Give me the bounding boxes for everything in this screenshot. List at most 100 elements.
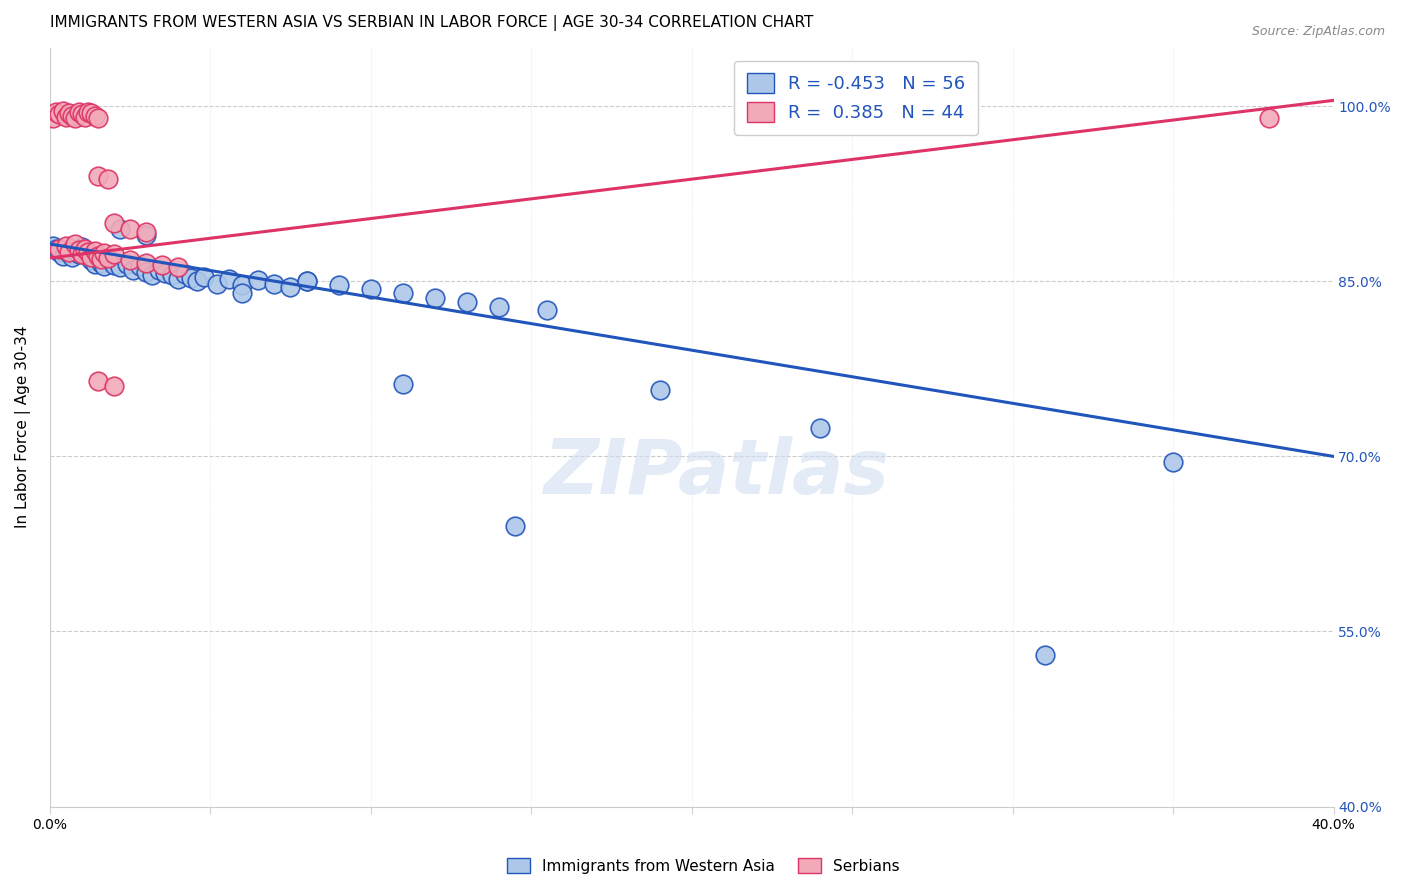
Point — [93, 259, 115, 273]
Point — [70, 107, 93, 121]
Point — [141, 268, 163, 283]
Point — [360, 283, 382, 297]
Point — [148, 262, 170, 277]
Point — [115, 257, 138, 271]
Point — [45, 105, 67, 120]
Point — [150, 258, 173, 272]
Point — [118, 253, 141, 268]
Point — [456, 295, 478, 310]
Point — [93, 246, 115, 260]
Point — [55, 243, 77, 257]
Point — [70, 247, 93, 261]
Point — [103, 247, 125, 261]
Point — [87, 249, 110, 263]
Point — [110, 260, 132, 275]
Point — [48, 107, 70, 121]
Point — [73, 110, 96, 124]
Point — [103, 216, 125, 230]
Point — [67, 105, 90, 120]
Point — [263, 277, 285, 291]
Point — [70, 240, 93, 254]
Point — [423, 291, 446, 305]
Point — [58, 245, 80, 260]
Point — [65, 236, 87, 251]
Point — [167, 260, 190, 275]
Point — [67, 243, 90, 257]
Point — [65, 244, 87, 258]
Point — [110, 221, 132, 235]
Point — [503, 519, 526, 533]
Point — [52, 103, 75, 118]
Point — [295, 274, 318, 288]
Point — [135, 227, 157, 242]
Text: IMMIGRANTS FROM WESTERN ASIA VS SERBIAN IN LABOR FORCE | AGE 30-34 CORRELATION C: IMMIGRANTS FROM WESTERN ASIA VS SERBIAN … — [49, 15, 813, 31]
Point — [67, 247, 90, 261]
Point — [42, 111, 65, 125]
Point — [1258, 111, 1281, 125]
Point — [180, 270, 202, 285]
Point — [118, 221, 141, 235]
Point — [48, 245, 70, 260]
Point — [58, 246, 80, 260]
Text: ZIPatlas: ZIPatlas — [544, 435, 890, 509]
Point — [83, 257, 105, 271]
Point — [77, 245, 100, 260]
Point — [90, 255, 112, 269]
Point — [1161, 455, 1184, 469]
Point — [55, 110, 77, 124]
Point — [55, 239, 77, 253]
Point — [73, 242, 96, 256]
Point — [193, 269, 215, 284]
Point — [83, 109, 105, 123]
Point — [231, 277, 253, 292]
Point — [205, 277, 228, 291]
Point — [103, 379, 125, 393]
Point — [536, 303, 558, 318]
Point — [80, 250, 103, 264]
Point — [648, 383, 671, 397]
Point — [96, 171, 118, 186]
Point — [247, 273, 270, 287]
Point — [186, 274, 208, 288]
Point — [73, 245, 96, 260]
Point — [295, 274, 318, 288]
Point — [96, 252, 118, 266]
Point — [1033, 648, 1056, 662]
Point — [103, 258, 125, 272]
Point — [45, 242, 67, 256]
Point — [808, 421, 831, 435]
Point — [280, 280, 302, 294]
Point — [135, 265, 157, 279]
Point — [87, 251, 110, 265]
Legend: R = -0.453   N = 56, R =  0.385   N = 44: R = -0.453 N = 56, R = 0.385 N = 44 — [734, 61, 977, 135]
Point — [128, 259, 150, 273]
Point — [231, 285, 253, 300]
Point — [52, 249, 75, 263]
Point — [80, 253, 103, 268]
Point — [60, 109, 83, 123]
Point — [77, 105, 100, 120]
Point — [58, 106, 80, 120]
Y-axis label: In Labor Force | Age 30-34: In Labor Force | Age 30-34 — [15, 326, 31, 528]
Point — [122, 262, 145, 277]
Point — [65, 111, 87, 125]
Point — [173, 268, 195, 282]
Point — [135, 255, 157, 269]
Point — [87, 374, 110, 388]
Text: Source: ZipAtlas.com: Source: ZipAtlas.com — [1251, 25, 1385, 38]
Point — [391, 285, 413, 300]
Point — [42, 239, 65, 253]
Point — [77, 249, 100, 263]
Point — [87, 111, 110, 125]
Point — [48, 242, 70, 256]
Point — [167, 272, 190, 286]
Point — [135, 225, 157, 239]
Point — [80, 106, 103, 120]
Point — [218, 272, 240, 286]
Point — [100, 254, 122, 268]
Point — [87, 169, 110, 184]
Point — [328, 277, 350, 292]
Point — [155, 266, 177, 280]
Point — [488, 300, 510, 314]
Point — [60, 250, 83, 264]
